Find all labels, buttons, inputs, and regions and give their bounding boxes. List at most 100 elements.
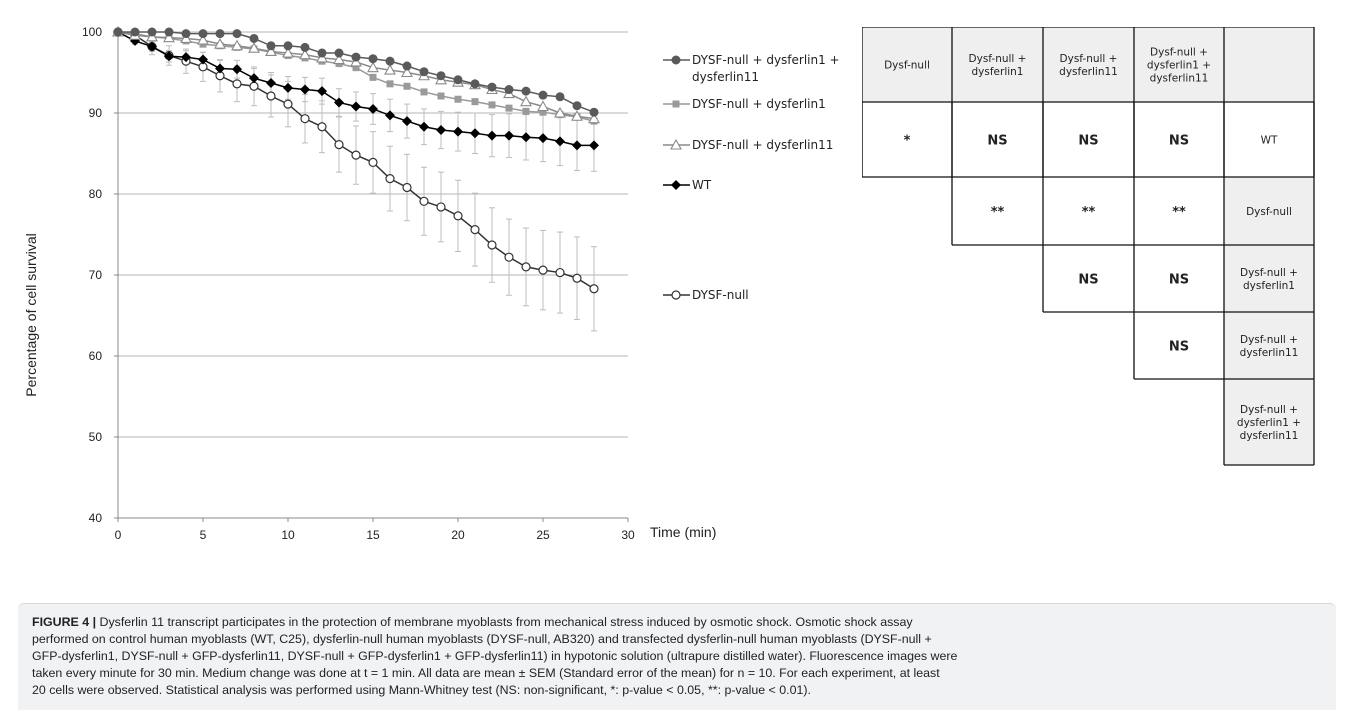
data-point <box>232 64 242 75</box>
column-header: dysferlin11 <box>1150 73 1209 85</box>
data-point <box>266 41 276 51</box>
caption-line-2: performed on control human myoblasts (WT… <box>32 632 932 646</box>
data-point <box>248 42 260 53</box>
data-point <box>453 75 463 85</box>
header-cell-bg <box>1043 27 1134 102</box>
data-point <box>266 91 276 101</box>
data-point <box>368 103 378 114</box>
series-dysf-null-dysferlin1-dysferlin11 <box>113 27 599 117</box>
data-point <box>232 29 242 39</box>
data-point <box>672 100 680 108</box>
data-point <box>470 128 480 139</box>
row-label: Dysf-null <box>1246 206 1292 218</box>
y-tick-label: 60 <box>89 349 103 363</box>
data-point <box>538 265 548 275</box>
legend-entry: WT <box>663 178 712 192</box>
data-point <box>368 157 378 168</box>
data-point <box>249 81 259 91</box>
data-point <box>589 107 599 117</box>
data-point <box>385 174 395 184</box>
legend-label: DYSF-null + dysferlin1 + <box>692 53 840 67</box>
data-point <box>671 290 681 300</box>
legend-entry: DYSF-null + dysferlin1 <box>663 97 826 111</box>
data-point <box>334 97 344 108</box>
data-point <box>334 139 344 150</box>
x-tick-label: 10 <box>281 528 295 542</box>
data-point <box>163 31 175 43</box>
data-point <box>351 150 361 160</box>
figure-caption: FIGURE 4 | Dysferlin 11 transcript parti… <box>18 603 1336 710</box>
data-point <box>283 41 293 51</box>
data-point <box>588 112 600 124</box>
y-tick-label: 100 <box>82 25 102 39</box>
data-point <box>283 82 293 93</box>
data-point <box>385 56 395 66</box>
data-point <box>317 86 327 97</box>
significance-cell: NS <box>1169 134 1189 149</box>
data-point <box>555 267 565 278</box>
data-point <box>419 121 429 132</box>
row-label-bg <box>1224 177 1314 245</box>
data-point <box>231 39 243 51</box>
row-label: dysferlin1 + <box>1237 417 1301 429</box>
header-cell-bg <box>862 27 952 102</box>
data-point <box>334 48 344 58</box>
data-point <box>113 27 123 37</box>
x-tick-label: 30 <box>621 528 635 542</box>
data-point <box>198 54 208 65</box>
data-point <box>505 104 513 112</box>
caption-line-5: 20 cells were observed. Statistical anal… <box>32 683 811 697</box>
y-tick-label: 40 <box>89 511 103 525</box>
significance-cell: ** <box>991 205 1005 220</box>
x-tick-label: 0 <box>115 528 122 542</box>
caption-line-3: GFP-dysferlin1, DYSF-null + GFP-dysferli… <box>32 649 958 663</box>
legend-entry: DYSF-null + dysferlin1 + dysferlin11 <box>663 53 840 84</box>
data-point <box>317 48 327 58</box>
data-point <box>367 61 379 73</box>
caption-line-4: taken every minute for 30 min. Medium ch… <box>32 666 940 680</box>
x-axis-title: Time (min) <box>650 524 716 540</box>
row-label: Dysf-null + <box>1240 334 1298 346</box>
data-point <box>555 92 565 102</box>
row-label: dysferlin11 <box>1240 430 1299 442</box>
x-tick-label: 5 <box>200 528 207 542</box>
data-point <box>147 27 157 37</box>
row-label: WT <box>1261 135 1278 147</box>
data-point <box>454 95 462 103</box>
y-tick-label: 80 <box>89 187 103 201</box>
data-point <box>555 136 565 147</box>
column-header: Dysf-null + <box>1150 47 1208 59</box>
data-point <box>521 132 531 143</box>
row-label-bg <box>1224 102 1314 177</box>
legend-label: dysferlin11 <box>692 70 759 84</box>
x-tick-label: 20 <box>451 528 465 542</box>
significance-cell: ** <box>1082 205 1096 220</box>
significance-cell: NS <box>1169 273 1189 288</box>
data-point <box>181 52 191 63</box>
data-point <box>522 107 530 115</box>
data-point <box>351 101 361 112</box>
data-point <box>470 225 480 235</box>
data-point <box>671 55 681 65</box>
data-point <box>420 88 428 96</box>
x-tick-label: 25 <box>536 528 550 542</box>
data-point <box>402 182 412 193</box>
data-point <box>572 101 582 111</box>
data-point <box>352 64 360 72</box>
data-point <box>265 45 277 56</box>
caption-label: FIGURE 4 | <box>32 615 97 629</box>
data-point <box>401 66 413 78</box>
data-point <box>437 92 445 100</box>
significance-cell: NS <box>1078 273 1098 288</box>
header-cell-bg <box>952 27 1043 102</box>
legend-entry: DYSF-null <box>663 288 749 302</box>
data-point <box>572 273 582 283</box>
data-point <box>300 114 310 124</box>
data-point <box>538 90 548 100</box>
significance-cell: NS <box>1169 340 1189 355</box>
data-point <box>403 82 411 90</box>
data-point <box>419 196 429 206</box>
data-point <box>283 99 293 109</box>
survival-line-chart: 40 50 60 70 80 90 100 0 5 10 15 20 25 30 Percentage of… <box>23 25 840 542</box>
data-point <box>300 84 310 95</box>
